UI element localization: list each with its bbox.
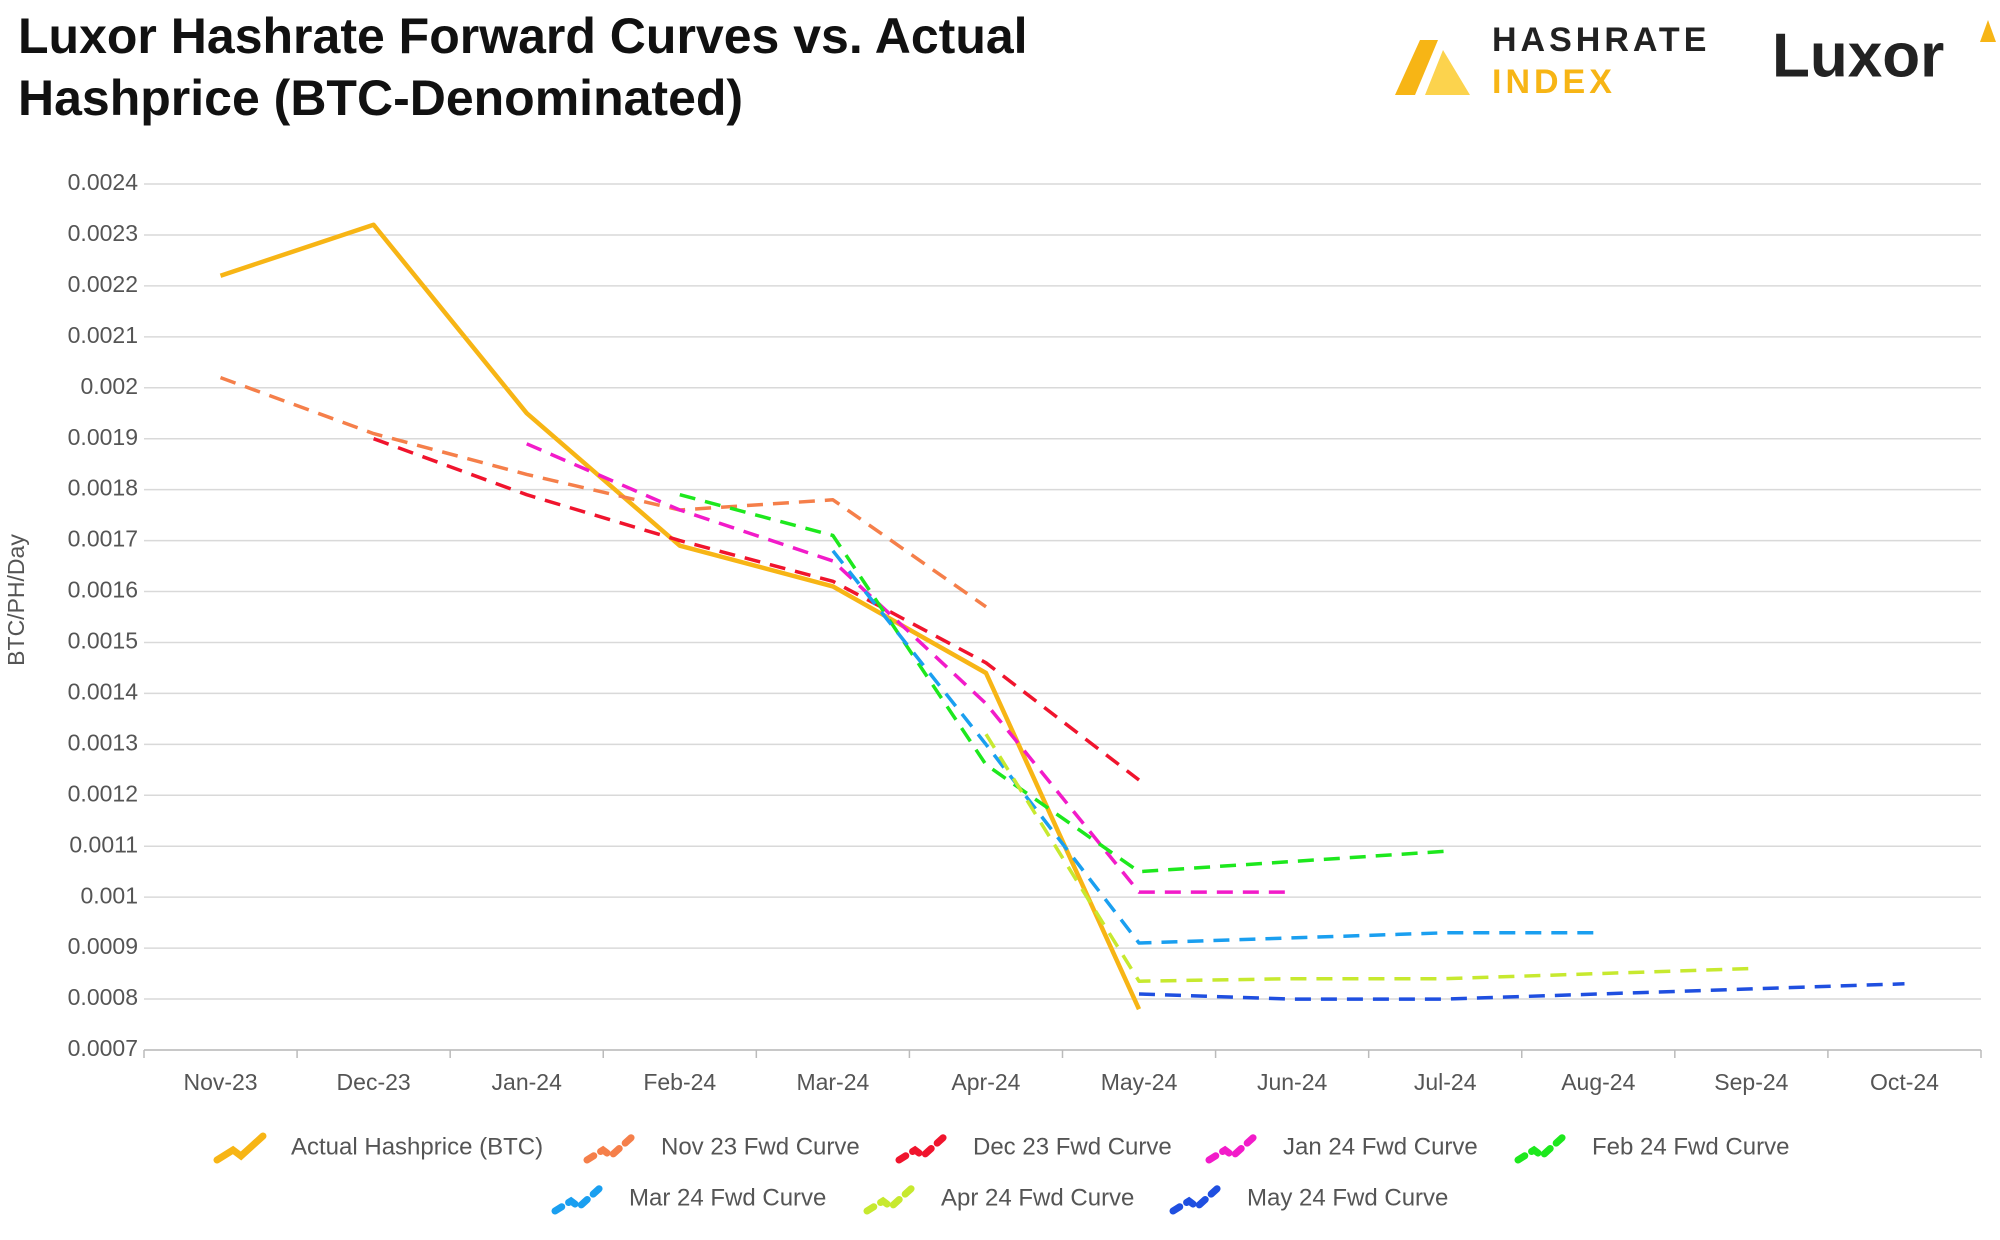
y-tick-label: 0.0011: [69, 831, 138, 857]
series-line: [219, 222, 1142, 1011]
logo-shape: [1980, 20, 1996, 42]
y-tick-label: 0.0017: [68, 526, 138, 552]
x-tick-label: Aug-24: [1561, 1069, 1635, 1095]
y-tick-label: 0.0024: [68, 169, 139, 195]
y-tick-label: 0.0015: [68, 628, 138, 654]
y-tick-label: 0.0008: [68, 984, 138, 1010]
y-tick-label: 0.0019: [68, 424, 138, 450]
logo-text: Luxor: [1772, 21, 1944, 90]
x-tick-label: Sep-24: [1714, 1069, 1788, 1095]
legend-label: Actual Hashprice (BTC): [291, 1133, 543, 1160]
series-line: [372, 437, 1141, 782]
y-tick-label: 0.0022: [68, 271, 138, 297]
legend-swatch: [583, 1132, 637, 1164]
series-line: [526, 442, 1293, 894]
x-tick-label: Apr-24: [951, 1069, 1020, 1095]
series-line: [219, 375, 988, 609]
y-tick-label: 0.0009: [68, 933, 138, 959]
y-axis-label: BTC/PH/Day: [3, 534, 29, 666]
legend-swatch: [213, 1132, 267, 1164]
x-tick-label: May-24: [1101, 1069, 1178, 1095]
y-tick-label: 0.0018: [68, 475, 138, 501]
legend-swatch: [551, 1183, 605, 1215]
y-tick-label: 0.0014: [68, 678, 139, 704]
y-tick-label: 0.0016: [68, 577, 138, 603]
x-tick-label: Jan-24: [492, 1069, 563, 1095]
x-tick-label: Feb-24: [643, 1069, 716, 1095]
logo-text: INDEX: [1492, 63, 1616, 101]
legend-swatch: [863, 1183, 917, 1215]
x-tick-label: Mar-24: [796, 1069, 869, 1095]
hashrate-index-logo: HASHRATE INDEX: [1395, 21, 1710, 101]
series-line: [1138, 982, 1905, 1001]
y-tick-label: 0.0013: [68, 729, 138, 755]
legend-swatch: [1514, 1132, 1568, 1164]
legend-label: Feb 24 Fwd Curve: [1592, 1133, 1789, 1160]
x-tick-label: Nov-23: [183, 1069, 257, 1095]
legend-label: Jan 24 Fwd Curve: [1283, 1133, 1478, 1160]
legend-label: Apr 24 Fwd Curve: [941, 1184, 1134, 1211]
y-tick-label: 0.0007: [68, 1035, 138, 1061]
legend-swatch: [1205, 1132, 1259, 1164]
luxor-logo: Luxor: [1772, 20, 1996, 90]
series-line: [831, 549, 1599, 945]
series-line: [984, 733, 1752, 983]
y-tick-label: 0.0021: [68, 322, 138, 348]
y-tick-label: 0.002: [80, 373, 138, 399]
x-tick-label: Dec-23: [337, 1069, 411, 1095]
y-tick-label: 0.0012: [68, 780, 138, 806]
logo-shape: [1425, 50, 1470, 95]
x-tick-label: Jul-24: [1414, 1069, 1477, 1095]
chart-title: Luxor Hashrate Forward Curves vs. Actual…: [18, 8, 1028, 126]
legend-label: Nov 23 Fwd Curve: [661, 1133, 860, 1160]
x-tick-label: Jun-24: [1257, 1069, 1328, 1095]
y-tick-label: 0.001: [80, 882, 138, 908]
series-line: [679, 493, 1446, 874]
legend-swatch: [1169, 1183, 1223, 1215]
legend-swatch: [895, 1132, 949, 1164]
logo-shape: [1395, 40, 1438, 95]
y-tick-label: 0.0023: [68, 220, 138, 246]
chart-title-text: Luxor Hashrate Forward Curves vs. Actual…: [18, 8, 1028, 126]
legend-label: Dec 23 Fwd Curve: [973, 1133, 1172, 1160]
x-tick-label: Oct-24: [1870, 1069, 1939, 1095]
legend-label: May 24 Fwd Curve: [1247, 1184, 1448, 1211]
legend-label: Mar 24 Fwd Curve: [629, 1184, 826, 1211]
logo-text: HASHRATE: [1492, 21, 1710, 59]
